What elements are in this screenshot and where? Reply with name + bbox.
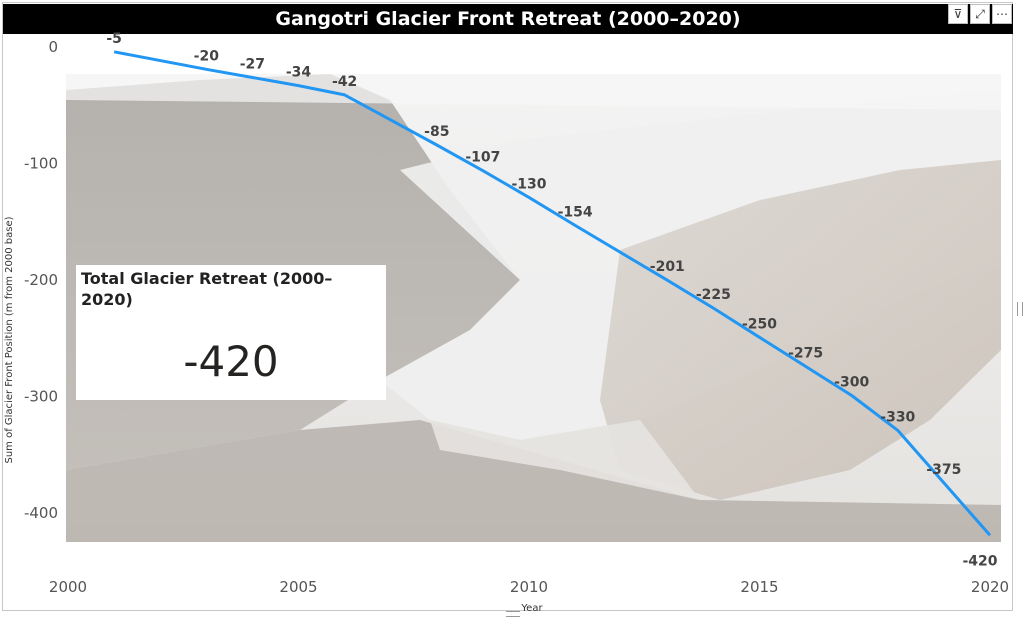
data-label: -107 — [465, 150, 500, 166]
chart-title: Gangotri Glacier Front Retreat (2000–202… — [275, 8, 741, 30]
resize-handle-right[interactable] — [1017, 302, 1023, 316]
chart-title-bar: Gangotri Glacier Front Retreat (2000–202… — [3, 4, 1013, 34]
data-label: -275 — [788, 345, 823, 361]
data-label: -300 — [834, 375, 869, 391]
visual-header: ⊽ ⤢ ⋯ — [948, 4, 1012, 24]
y-tick-label: -300 — [24, 388, 58, 406]
data-label: -420 — [962, 553, 997, 569]
series-line — [113, 50, 992, 537]
x-tick-label: 2020 — [971, 578, 1009, 596]
x-tick-label: 2000 — [49, 578, 87, 596]
data-label: -85 — [424, 124, 449, 140]
x-tick-label: 2015 — [740, 578, 778, 596]
data-label: -375 — [926, 462, 961, 478]
y-tick-label: -400 — [24, 504, 58, 522]
data-label: -20 — [194, 48, 220, 64]
data-label: -27 — [240, 56, 265, 72]
kpi-title: Total Glacier Retreat (2000–2020) — [81, 269, 333, 309]
more-options-icon[interactable]: ⋯ — [992, 4, 1012, 24]
data-label: -34 — [286, 65, 312, 81]
data-label: -225 — [696, 287, 731, 303]
data-label: -5 — [106, 31, 122, 47]
visual-container — [2, 2, 1013, 611]
x-tick-label: 2005 — [279, 578, 317, 596]
data-label: -130 — [511, 176, 546, 192]
data-label: -330 — [880, 409, 915, 425]
focus-mode-icon[interactable]: ⤢ — [970, 4, 990, 24]
kpi-card: Total Glacier Retreat (2000–2020) -420 — [76, 265, 386, 400]
data-label: -201 — [650, 259, 685, 275]
filter-icon[interactable]: ⊽ — [948, 4, 968, 24]
y-axis-title: Sum of Glacier Front Position (m from 20… — [4, 216, 15, 463]
y-tick-label: -100 — [24, 155, 58, 173]
data-label: -250 — [742, 316, 777, 332]
x-tick-label: 2010 — [510, 578, 548, 596]
data-label: -42 — [332, 74, 357, 90]
kpi-value: -420 — [183, 337, 279, 386]
y-tick-label: -200 — [24, 271, 58, 289]
x-axis-title: Year — [520, 603, 543, 614]
resize-handle-bottom[interactable] — [506, 611, 520, 617]
y-tick-label: 0 — [48, 38, 58, 56]
data-label: -154 — [558, 204, 593, 220]
